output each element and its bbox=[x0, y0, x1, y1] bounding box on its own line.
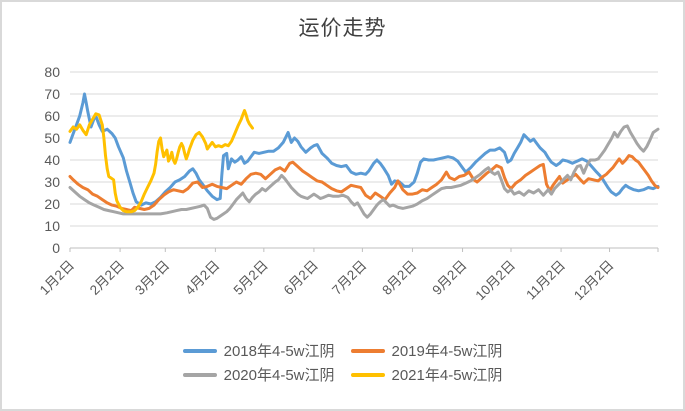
y-tick-label: 20 bbox=[44, 196, 60, 212]
x-tick-label: 5月2日 bbox=[231, 258, 271, 298]
x-tick-label: 1月2日 bbox=[37, 258, 77, 298]
x-tick-label: 12月2日 bbox=[571, 258, 617, 304]
x-tick-label: 9月2日 bbox=[429, 258, 469, 298]
series-line-3 bbox=[68, 109, 254, 214]
y-tick-label: 70 bbox=[44, 86, 60, 102]
legend-row: 2018年4-5w江阴 2019年4-5w江阴 bbox=[182, 340, 503, 361]
x-tick-label: 2月2日 bbox=[87, 258, 127, 298]
legend-item-2: 2020年4-5w江阴 bbox=[182, 364, 335, 385]
legend-swatch-icon bbox=[182, 372, 217, 377]
x-tick-label: 11月2日 bbox=[523, 258, 568, 303]
legend-swatch-icon bbox=[350, 348, 385, 353]
legend-label: 2018年4-5w江阴 bbox=[223, 343, 335, 360]
y-tick-label: 60 bbox=[44, 108, 60, 124]
legend-swatch-icon bbox=[350, 372, 385, 377]
y-tick-label: 0 bbox=[52, 240, 60, 256]
y-tick-label: 30 bbox=[44, 174, 60, 190]
y-tick-label: 10 bbox=[44, 218, 60, 234]
series-line-2 bbox=[68, 124, 660, 221]
legend: 2018年4-5w江阴 2019年4-5w江阴 2020年4-5w江阴 2021年4-… bbox=[2, 340, 683, 385]
x-tick-label: 8月2日 bbox=[379, 258, 419, 298]
legend-row: 2020年4-5w江阴 2021年4-5w江阴 bbox=[182, 364, 503, 385]
legend-item-0: 2018年4-5w江阴 bbox=[182, 340, 335, 361]
chart-title: 运价走势 bbox=[298, 17, 387, 40]
x-tick-label: 3月2日 bbox=[132, 258, 172, 298]
y-tick-label: 50 bbox=[44, 130, 60, 146]
x-tick-label: 6月2日 bbox=[281, 258, 321, 298]
legend-item-3: 2021年4-5w江阴 bbox=[350, 364, 503, 385]
legend-label: 2019年4-5w江阴 bbox=[391, 343, 503, 360]
x-tick-label: 10月2日 bbox=[472, 258, 518, 304]
y-tick-label: 40 bbox=[44, 152, 60, 168]
y-tick-label: 80 bbox=[44, 64, 60, 80]
legend-label: 2021年4-5w江阴 bbox=[391, 367, 503, 384]
legend-swatch-icon bbox=[182, 348, 217, 353]
series-line-1 bbox=[68, 154, 660, 213]
legend-label: 2020年4-5w江阴 bbox=[223, 367, 335, 384]
x-tick-label: 4月2日 bbox=[182, 258, 222, 298]
legend-item-1: 2019年4-5w江阴 bbox=[350, 340, 503, 361]
x-tick-label: 7月2日 bbox=[329, 258, 369, 298]
